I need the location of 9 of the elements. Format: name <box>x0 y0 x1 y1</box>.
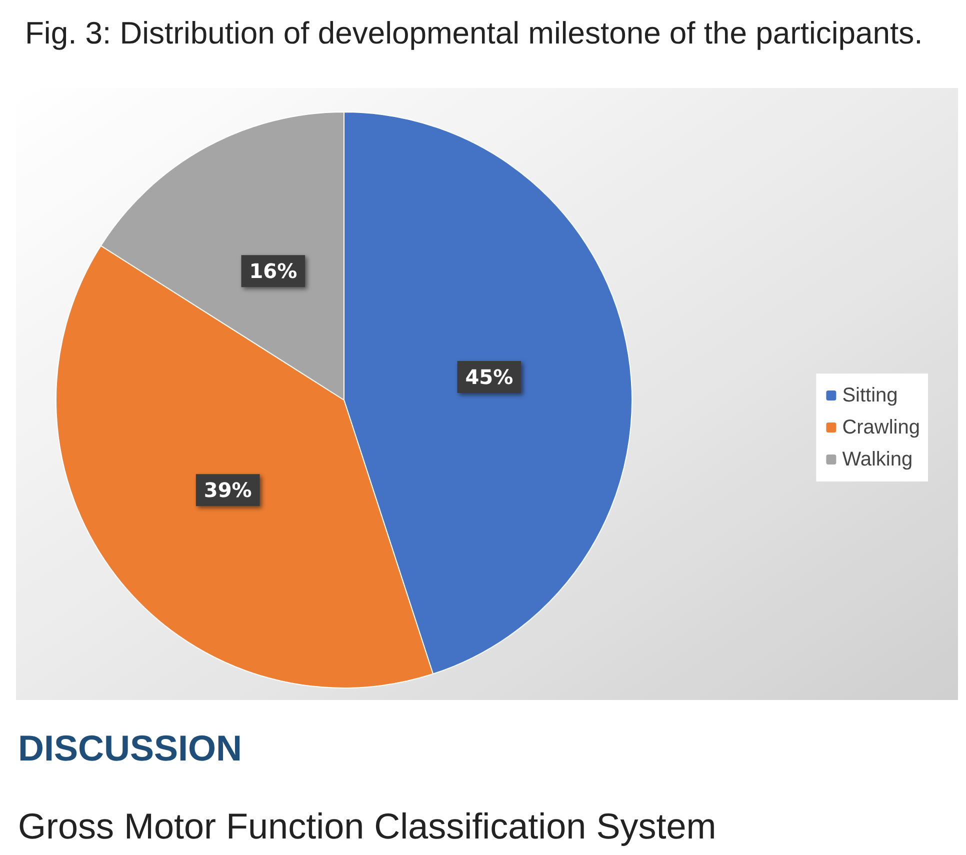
chart-title: Fig. 3: Distribution of developmental milestone of the participants. <box>25 16 923 50</box>
legend-label: Crawling <box>842 416 920 438</box>
text: Gross Motor Function Classification System <box>18 806 716 846</box>
data-label: 45% <box>465 365 514 390</box>
data-label: 39% <box>204 478 252 502</box>
text: DISCUSSION <box>18 728 242 768</box>
data-label: 16% <box>249 259 298 284</box>
legend-label: Walking <box>842 448 913 470</box>
legend-label: Sitting <box>842 384 898 406</box>
